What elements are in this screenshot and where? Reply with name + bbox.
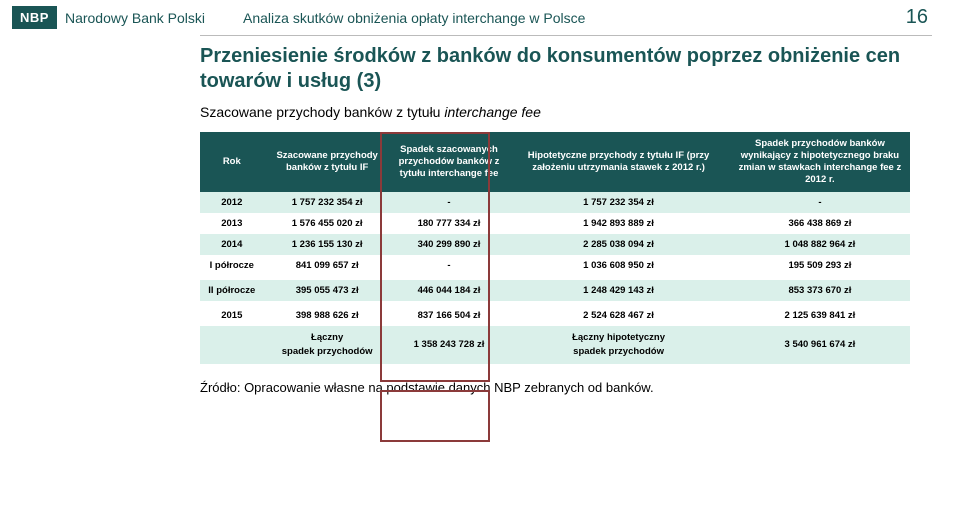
cell: 1 942 893 889 zł [507, 213, 730, 234]
summary-left-2: spadek przychodów [270, 345, 385, 359]
summary-right-1: Łączny hipotetyczny [513, 331, 724, 345]
table-wrap: Rok Szacowane przychody banków z tytułu … [200, 132, 910, 364]
cell-rok: 2012 [200, 192, 264, 213]
col-spadek-hip: Spadek przychodów banków wynikający z hi… [730, 132, 910, 192]
cell-rok: 2013 [200, 213, 264, 234]
col-rok: Rok [200, 132, 264, 192]
summary-empty [200, 326, 264, 365]
summary-row: Łączny spadek przychodów 1 358 243 728 z… [200, 326, 910, 365]
page-headline: Przeniesienie środków z banków do konsum… [200, 44, 910, 94]
cell: - [391, 192, 508, 213]
subhead-text: Szacowane przychody banków z tytułu [200, 104, 444, 120]
cell-rok: I półrocze [200, 255, 264, 276]
cell: 853 373 670 zł [730, 280, 910, 301]
table-row: 2014 1 236 155 130 zł 340 299 890 zł 2 2… [200, 234, 910, 255]
cell: 366 438 869 zł [730, 213, 910, 234]
cell-rok: II półrocze [200, 280, 264, 301]
cell: 1 757 232 354 zł [264, 192, 391, 213]
cell: 2 125 639 841 zł [730, 305, 910, 326]
cell: 446 044 184 zł [391, 280, 508, 301]
cell: 195 509 293 zł [730, 255, 910, 276]
cell: 1 576 455 020 zł [264, 213, 391, 234]
cell: 2 524 628 467 zł [507, 305, 730, 326]
cell: 837 166 504 zł [391, 305, 508, 326]
cell: 1 757 232 354 zł [507, 192, 730, 213]
analysis-title: Analiza skutków obniżenia opłaty interch… [243, 10, 898, 26]
top-bar: NBP Narodowy Bank Polski Analiza skutków… [0, 0, 960, 35]
summary-left-label: Łączny spadek przychodów [264, 326, 391, 365]
summary-right-2: spadek przychodów [513, 345, 724, 359]
subhead-italic: interchange fee [444, 104, 541, 120]
summary-right-label: Łączny hipotetyczny spadek przychodów [507, 326, 730, 365]
nbp-logo: NBP [12, 6, 57, 29]
cell: 180 777 334 zł [391, 213, 508, 234]
table-row: 2013 1 576 455 020 zł 180 777 334 zł 1 9… [200, 213, 910, 234]
cell: - [391, 255, 508, 276]
summary-val2: 3 540 961 674 zł [730, 326, 910, 365]
table-row: II półrocze 395 055 473 zł 446 044 184 z… [200, 280, 910, 301]
cell: 1 036 608 950 zł [507, 255, 730, 276]
summary-val1: 1 358 243 728 zł [391, 326, 508, 365]
table-row: 2012 1 757 232 354 zł - 1 757 232 354 zł… [200, 192, 910, 213]
cell-rok: 2014 [200, 234, 264, 255]
col-spadek: Spadek szacowanych przychodów banków z t… [391, 132, 508, 192]
cell: 398 988 626 zł [264, 305, 391, 326]
cell: 2 285 038 094 zł [507, 234, 730, 255]
source-text: Źródło: Opracowanie własne na podstawie … [200, 380, 910, 395]
summary-left-1: Łączny [270, 331, 385, 345]
cell-rok: 2015 [200, 305, 264, 326]
cell: 395 055 473 zł [264, 280, 391, 301]
page-subhead: Szacowane przychody banków z tytułu inte… [200, 104, 910, 120]
table-row: I półrocze 841 099 657 zł - 1 036 608 95… [200, 255, 910, 276]
highlight-box-bottom [380, 390, 490, 442]
col-szacowane: Szacowane przychody banków z tytułu IF [264, 132, 391, 192]
col-hipotetyczne: Hipotetyczne przychody z tytułu IF (przy… [507, 132, 730, 192]
table-row: 2015 398 988 626 zł 837 166 504 zł 2 524… [200, 305, 910, 326]
cell: - [730, 192, 910, 213]
table-header-row: Rok Szacowane przychody banków z tytułu … [200, 132, 910, 192]
cell: 340 299 890 zł [391, 234, 508, 255]
cell: 1 236 155 130 zł [264, 234, 391, 255]
data-table: Rok Szacowane przychody banków z tytułu … [200, 132, 910, 364]
cell: 841 099 657 zł [264, 255, 391, 276]
cell: 1 248 429 143 zł [507, 280, 730, 301]
brand-name: Narodowy Bank Polski [65, 10, 205, 26]
cell: 1 048 882 964 zł [730, 234, 910, 255]
slide-number: 16 [906, 6, 948, 29]
